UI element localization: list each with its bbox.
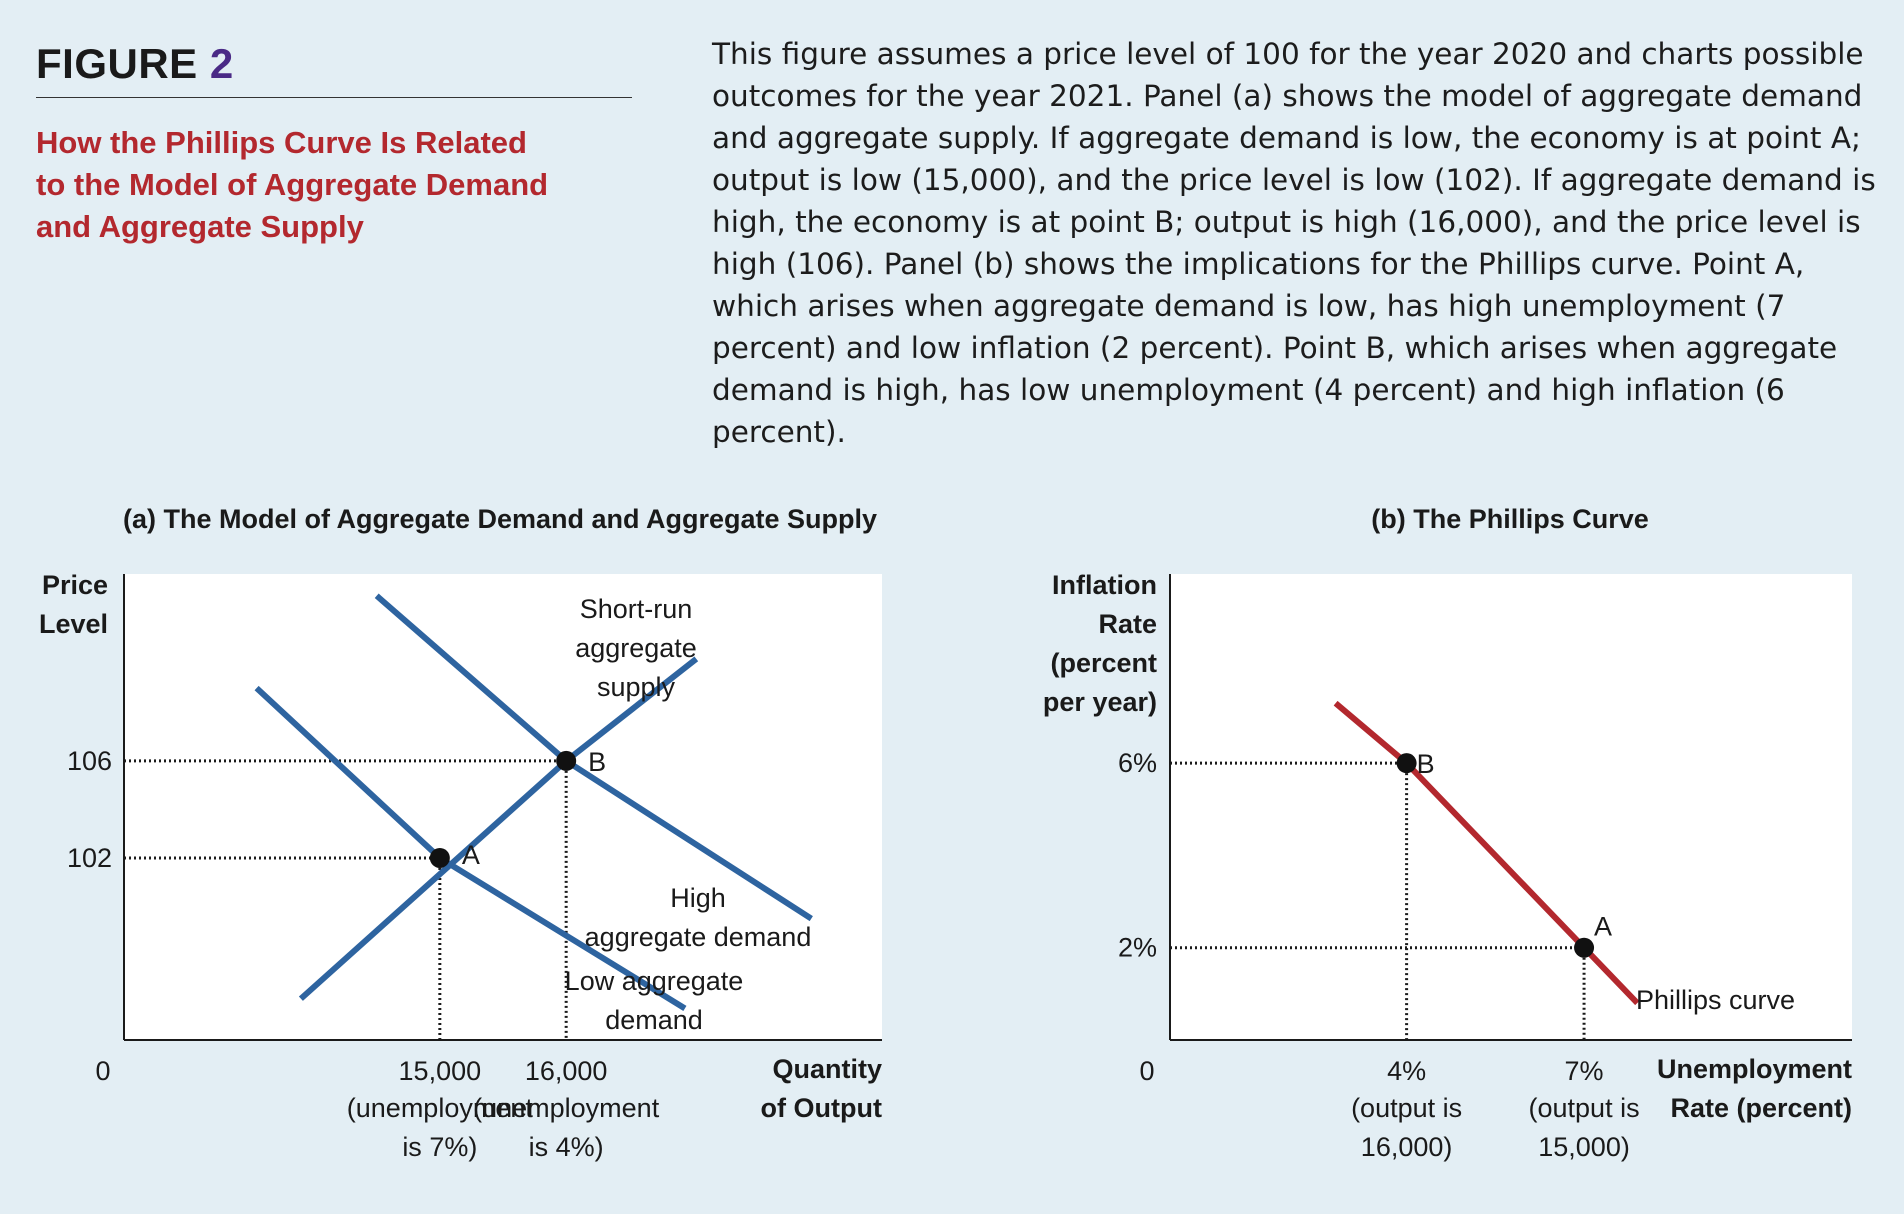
series-label: High <box>670 883 726 913</box>
panel-b: (b) The Phillips Curve Inflation Rate (perc… <box>1043 504 1852 1162</box>
x-tick-label: 16,000 <box>525 1056 608 1086</box>
y-axis-label: Price <box>42 570 108 600</box>
panel-a: (a) The Model of Aggregate Demand and Ag… <box>39 504 882 1162</box>
plot-area <box>1170 574 1852 1040</box>
x-axis-label: of Output <box>761 1093 882 1123</box>
point-label: A <box>1594 912 1612 942</box>
figure-title-line: How the Phillips Curve Is Related <box>36 125 527 160</box>
series-label: aggregate demand <box>585 922 812 952</box>
x-tick-label: 15,000 <box>399 1056 482 1086</box>
x-tick-note: is 7%) <box>402 1132 477 1162</box>
y-axis-label: Level <box>39 609 108 639</box>
figure-caption: This figure assumes a price level of 100… <box>712 37 1876 449</box>
x-axis-label: Quantity <box>772 1054 882 1084</box>
x-tick-note: is 4%) <box>529 1132 604 1162</box>
data-point <box>556 750 577 771</box>
y-tick-label: 106 <box>67 746 112 776</box>
point-label: B <box>588 747 606 777</box>
x-axis-label: Unemployment <box>1657 1054 1852 1084</box>
series-label: demand <box>605 1005 703 1035</box>
series-line-phillips <box>1333 700 1640 1006</box>
y-axis-label: (percent <box>1050 648 1157 678</box>
y-axis-label: Rate <box>1098 609 1157 639</box>
figure-divider <box>36 97 632 98</box>
origin-label: 0 <box>1139 1056 1154 1086</box>
figure-title: How the Phillips Curve Is Related to the… <box>36 122 596 248</box>
y-tick-label: 6% <box>1118 748 1157 778</box>
origin-label: 0 <box>95 1056 110 1086</box>
figure-title-line: to the Model of Aggregate Demand <box>36 167 549 202</box>
series-label: Short-run <box>580 594 693 624</box>
y-axis-label: per year) <box>1043 687 1157 717</box>
x-tick-note: (unemployment <box>473 1093 660 1123</box>
series-label: supply <box>597 672 676 702</box>
x-tick-note: 16,000) <box>1361 1132 1453 1162</box>
data-point <box>1396 753 1417 774</box>
point-label: A <box>462 840 480 870</box>
x-tick-label: 4% <box>1387 1056 1426 1086</box>
y-axis-label: Inflation <box>1052 570 1157 600</box>
series-label: aggregate <box>575 633 697 663</box>
x-tick-label: 7% <box>1565 1056 1604 1086</box>
y-tick-label: 2% <box>1118 933 1157 963</box>
plot-area <box>124 574 882 1040</box>
series-label: Low aggregate <box>565 966 744 996</box>
data-point <box>429 847 450 868</box>
x-tick-note: (unemployment <box>347 1093 534 1123</box>
figure-number: 2 <box>209 40 234 87</box>
y-tick-label: 102 <box>67 843 112 873</box>
chart-title: (b) The Phillips Curve <box>1371 504 1649 534</box>
x-tick-note: 15,000) <box>1538 1132 1630 1162</box>
figure-label: FIGURE 2 <box>36 40 234 88</box>
x-tick-note: (output is <box>1351 1093 1462 1123</box>
x-axis-label: Rate (percent) <box>1670 1093 1852 1123</box>
point-label: B <box>1417 749 1435 779</box>
x-tick-note: (output is <box>1529 1093 1640 1123</box>
data-point <box>1574 937 1595 958</box>
figure-label-text: FIGURE <box>36 40 198 87</box>
figure-title-line: and Aggregate Supply <box>36 209 364 244</box>
series-label: Phillips curve <box>1636 985 1795 1015</box>
chart-title: (a) The Model of Aggregate Demand and Ag… <box>123 504 877 534</box>
